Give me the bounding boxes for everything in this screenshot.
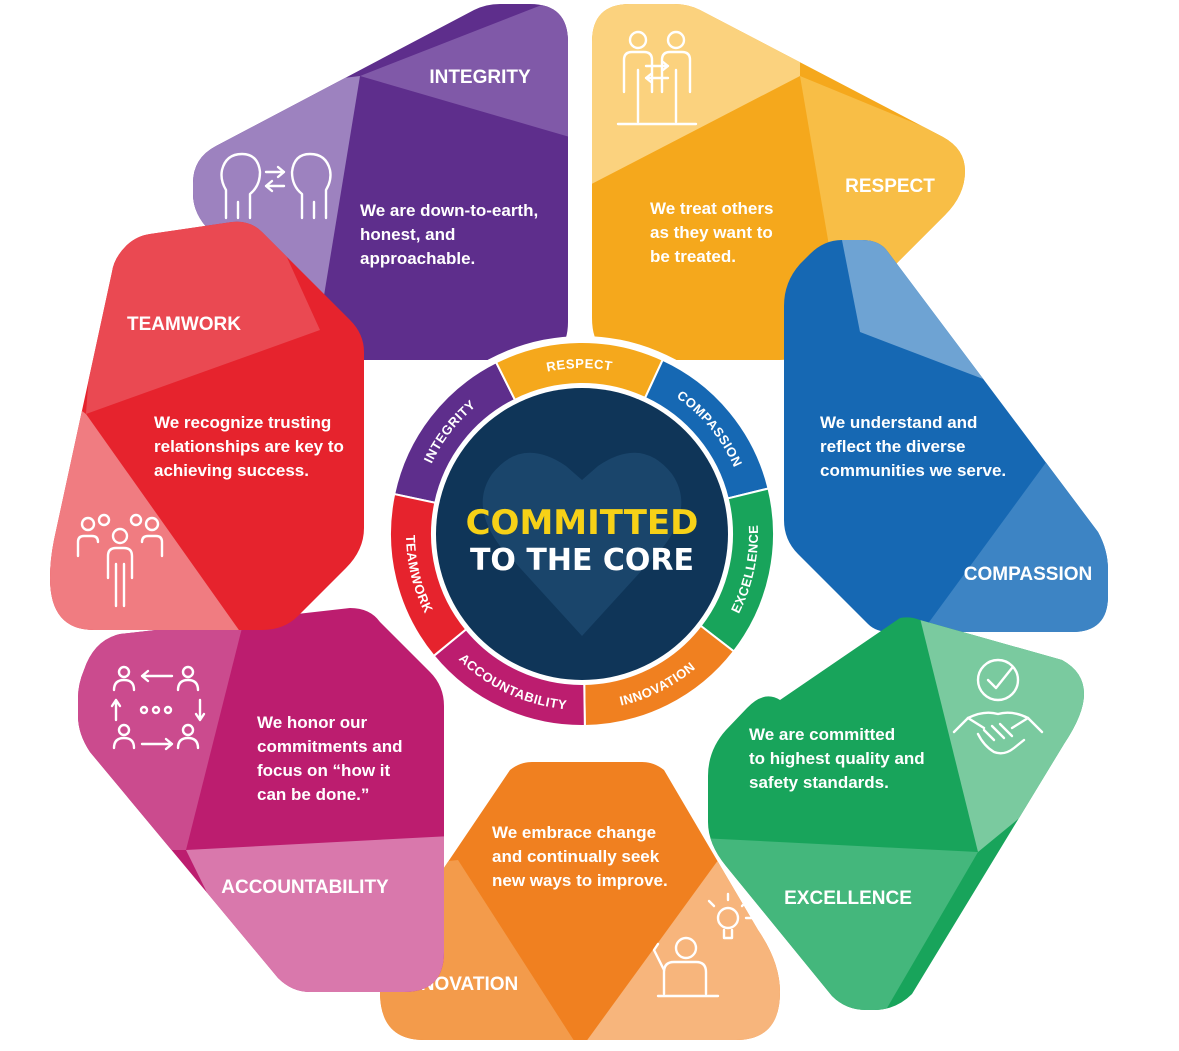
petal-compassion: COMPASSION We understand and reflect the… — [784, 240, 1108, 632]
petal-teamwork-desc-3: achieving success. — [154, 461, 309, 480]
petal-teamwork-facet-mid — [86, 221, 320, 414]
ring-label-respect: RESPECT — [545, 356, 614, 375]
person-arrows-icon — [946, 267, 1026, 338]
petal-integrity-facet-mid — [360, 4, 568, 140]
core-title-line2: TO THE CORE — [470, 543, 694, 578]
petal-excellence-title: EXCELLENCE — [784, 888, 912, 909]
petal-innovation-desc-1: We embrace change — [492, 823, 656, 842]
people-cycle-icon — [110, 665, 206, 751]
petal-integrity-desc-3: approachable. — [360, 249, 475, 268]
heart-watermark-icon — [482, 452, 682, 636]
petal-respect-desc-1: We treat others — [650, 199, 773, 218]
petal-excellence-desc-2: to highest quality and — [749, 749, 925, 768]
petal-teamwork: TEAMWORK We recognize trusting relations… — [50, 221, 364, 630]
petal-compassion-desc-1: We understand and — [820, 413, 977, 432]
core-center: COMMITTED TO THE CORE — [432, 384, 732, 684]
petal-compassion-title: COMPASSION — [964, 564, 1092, 585]
petal-integrity-desc-1: We are down-to-earth, — [360, 201, 538, 220]
two-heads-exchange-icon — [220, 152, 332, 220]
petal-excellence-desc-3: safety standards. — [749, 773, 889, 792]
petal-teamwork-desc-1: We recognize trusting — [154, 413, 331, 432]
petal-innovation-desc-2: and continually seek — [492, 847, 660, 866]
person-lightbulb-icon — [652, 892, 754, 998]
petal-accountability-facet-mid — [186, 836, 444, 992]
petal-accountability-desc-1: We honor our — [257, 713, 368, 732]
petal-integrity-title: INTEGRITY — [429, 67, 531, 88]
petal-teamwork-title: TEAMWORK — [127, 314, 241, 335]
petal-accountability-desc-2: commitments and — [257, 737, 402, 756]
petal-accountability-desc-4: can be done.” — [257, 785, 369, 804]
petal-respect-title: RESPECT — [845, 176, 935, 197]
petal-accountability-title: ACCOUNTABILITY — [221, 877, 389, 898]
two-people-exchange-icon — [616, 30, 698, 126]
petal-respect-desc-3: be treated. — [650, 247, 736, 266]
petal-innovation-desc-3: new ways to improve. — [492, 871, 668, 890]
petal-teamwork-desc-2: relationships are key to — [154, 437, 344, 456]
petal-innovation-facet-right — [580, 852, 780, 1040]
core-title-line1: COMMITTED — [466, 503, 699, 543]
handshake-check-icon — [952, 658, 1044, 755]
petal-accountability-desc-3: focus on “how it — [257, 761, 390, 780]
petal-respect-desc-2: as they want to — [650, 223, 773, 242]
petal-teamwork-facet-light — [50, 380, 246, 630]
petal-accountability: ACCOUNTABILITY We honor our commitments … — [78, 608, 444, 992]
team-group-icon — [76, 513, 164, 608]
petal-excellence-desc-1: We are committed — [749, 725, 895, 744]
petal-compassion-desc-2: reflect the diverse — [820, 437, 966, 456]
petal-integrity-desc-2: honest, and — [360, 225, 455, 244]
petal-compassion-desc-3: communities we serve. — [820, 461, 1006, 480]
